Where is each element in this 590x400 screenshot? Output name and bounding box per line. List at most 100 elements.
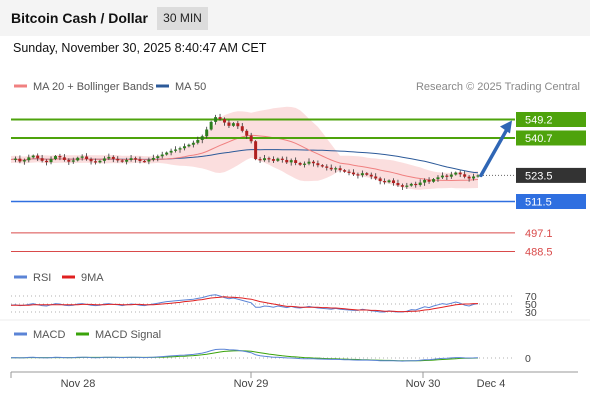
candle-body — [303, 163, 307, 165]
candle-body — [400, 185, 404, 187]
projection-arrow-head — [500, 120, 512, 134]
candle-body — [360, 173, 364, 176]
candle-body — [267, 158, 271, 160]
candle-body — [298, 163, 302, 165]
candle-body — [432, 179, 436, 182]
candle-body — [467, 176, 471, 179]
candle-body — [405, 185, 409, 187]
bollinger-band-area — [11, 106, 478, 190]
candle-body — [31, 155, 35, 158]
candle-body — [329, 167, 333, 170]
level-labels: 549.2 540.7 523.5 511.5 497.1 488.5 — [516, 112, 586, 259]
candle-body — [209, 121, 213, 130]
candle-body — [476, 175, 480, 177]
candle-body — [120, 160, 124, 162]
candle-body — [76, 157, 80, 161]
rsi-line — [10, 294, 479, 313]
candle-body — [356, 174, 360, 176]
candle-body — [156, 156, 160, 158]
candle-body — [427, 179, 431, 182]
candle-body — [80, 156, 84, 158]
candle-body — [374, 176, 378, 179]
level-label-box-resistance — [516, 112, 586, 127]
candle-body — [129, 158, 133, 160]
candle-body — [240, 126, 244, 131]
macd-signal-line — [11, 350, 479, 362]
level-label-box-current — [516, 167, 586, 183]
candle-body — [142, 161, 146, 163]
macd-panel: 0 — [10, 348, 531, 365]
candle-body — [285, 159, 289, 163]
x-tick-label: Nov 28 — [61, 378, 96, 390]
candle-body — [276, 158, 280, 161]
level-label-box-resistance — [516, 130, 586, 146]
candle-body — [165, 152, 169, 155]
copyright-text: Research © 2025 Trading Central — [416, 81, 580, 93]
candle-body — [263, 158, 267, 161]
candle-body — [71, 160, 75, 162]
candle-body — [249, 135, 253, 142]
candle-body — [151, 157, 155, 160]
level-label-box-support — [516, 194, 586, 209]
x-axis: Nov 28 Nov 29 Nov 30 Dec 4 — [10, 372, 506, 390]
x-tick-label: Nov 29 — [234, 378, 269, 390]
candle-body — [254, 141, 258, 160]
candle-body — [280, 158, 284, 160]
candle-body — [231, 123, 235, 126]
timeframe-button[interactable]: 30 MIN — [157, 7, 208, 30]
candle-body — [245, 130, 249, 136]
projection-arrow-shaft — [479, 125, 510, 178]
level-label-lower: 497.1 — [525, 228, 553, 240]
candle-body — [343, 170, 347, 172]
candle-body — [320, 165, 324, 167]
rsi-level-label: 30 — [525, 307, 537, 319]
candle-body — [387, 180, 391, 183]
candle-body — [369, 174, 373, 177]
candle-body — [454, 172, 458, 175]
rsi-level-label: 70 — [525, 291, 537, 303]
candle-body — [445, 175, 449, 177]
candle-body — [174, 149, 178, 151]
candle-body — [182, 146, 186, 149]
candle-body — [351, 172, 355, 175]
candle-body — [160, 154, 164, 157]
candle-body — [134, 158, 138, 160]
candle-body — [89, 159, 93, 162]
candle-body — [383, 181, 387, 183]
candle-body — [409, 183, 413, 186]
candle-body — [307, 161, 311, 164]
candle-body — [94, 161, 98, 163]
candle-body — [169, 150, 173, 153]
legend-rsi-label: RSI — [33, 272, 51, 284]
candle-body — [365, 173, 369, 175]
candle-body — [214, 117, 218, 122]
timestamp: Sunday, November 30, 2025 8:40:47 AM CET — [13, 41, 267, 55]
candle-body — [53, 156, 57, 160]
candle-body — [205, 129, 209, 137]
candle-body — [391, 180, 395, 184]
candle-body — [18, 158, 22, 162]
level-label-resistance: 540.7 — [525, 133, 553, 145]
candle-body — [200, 136, 204, 140]
candle-body — [111, 156, 115, 159]
candle-body — [423, 179, 427, 183]
candle-body — [271, 159, 275, 161]
x-tick-label: Nov 30 — [406, 378, 441, 390]
candle-body — [396, 183, 400, 186]
projection-arrow — [479, 120, 512, 178]
candle-body — [458, 172, 462, 175]
candle-body — [227, 122, 231, 126]
candle-body — [222, 119, 226, 123]
candle-body — [102, 158, 106, 161]
candle-body — [49, 159, 53, 163]
level-label-lower: 488.5 — [525, 247, 553, 259]
candle-body — [311, 161, 315, 164]
candle-body — [147, 159, 151, 162]
candle-body — [347, 171, 351, 173]
candles — [13, 113, 480, 190]
x-tick-label: Dec 4 — [477, 378, 506, 390]
candle-body — [191, 142, 195, 145]
candle-body — [187, 144, 191, 147]
candle-body — [378, 178, 382, 182]
candle-body — [316, 163, 320, 166]
